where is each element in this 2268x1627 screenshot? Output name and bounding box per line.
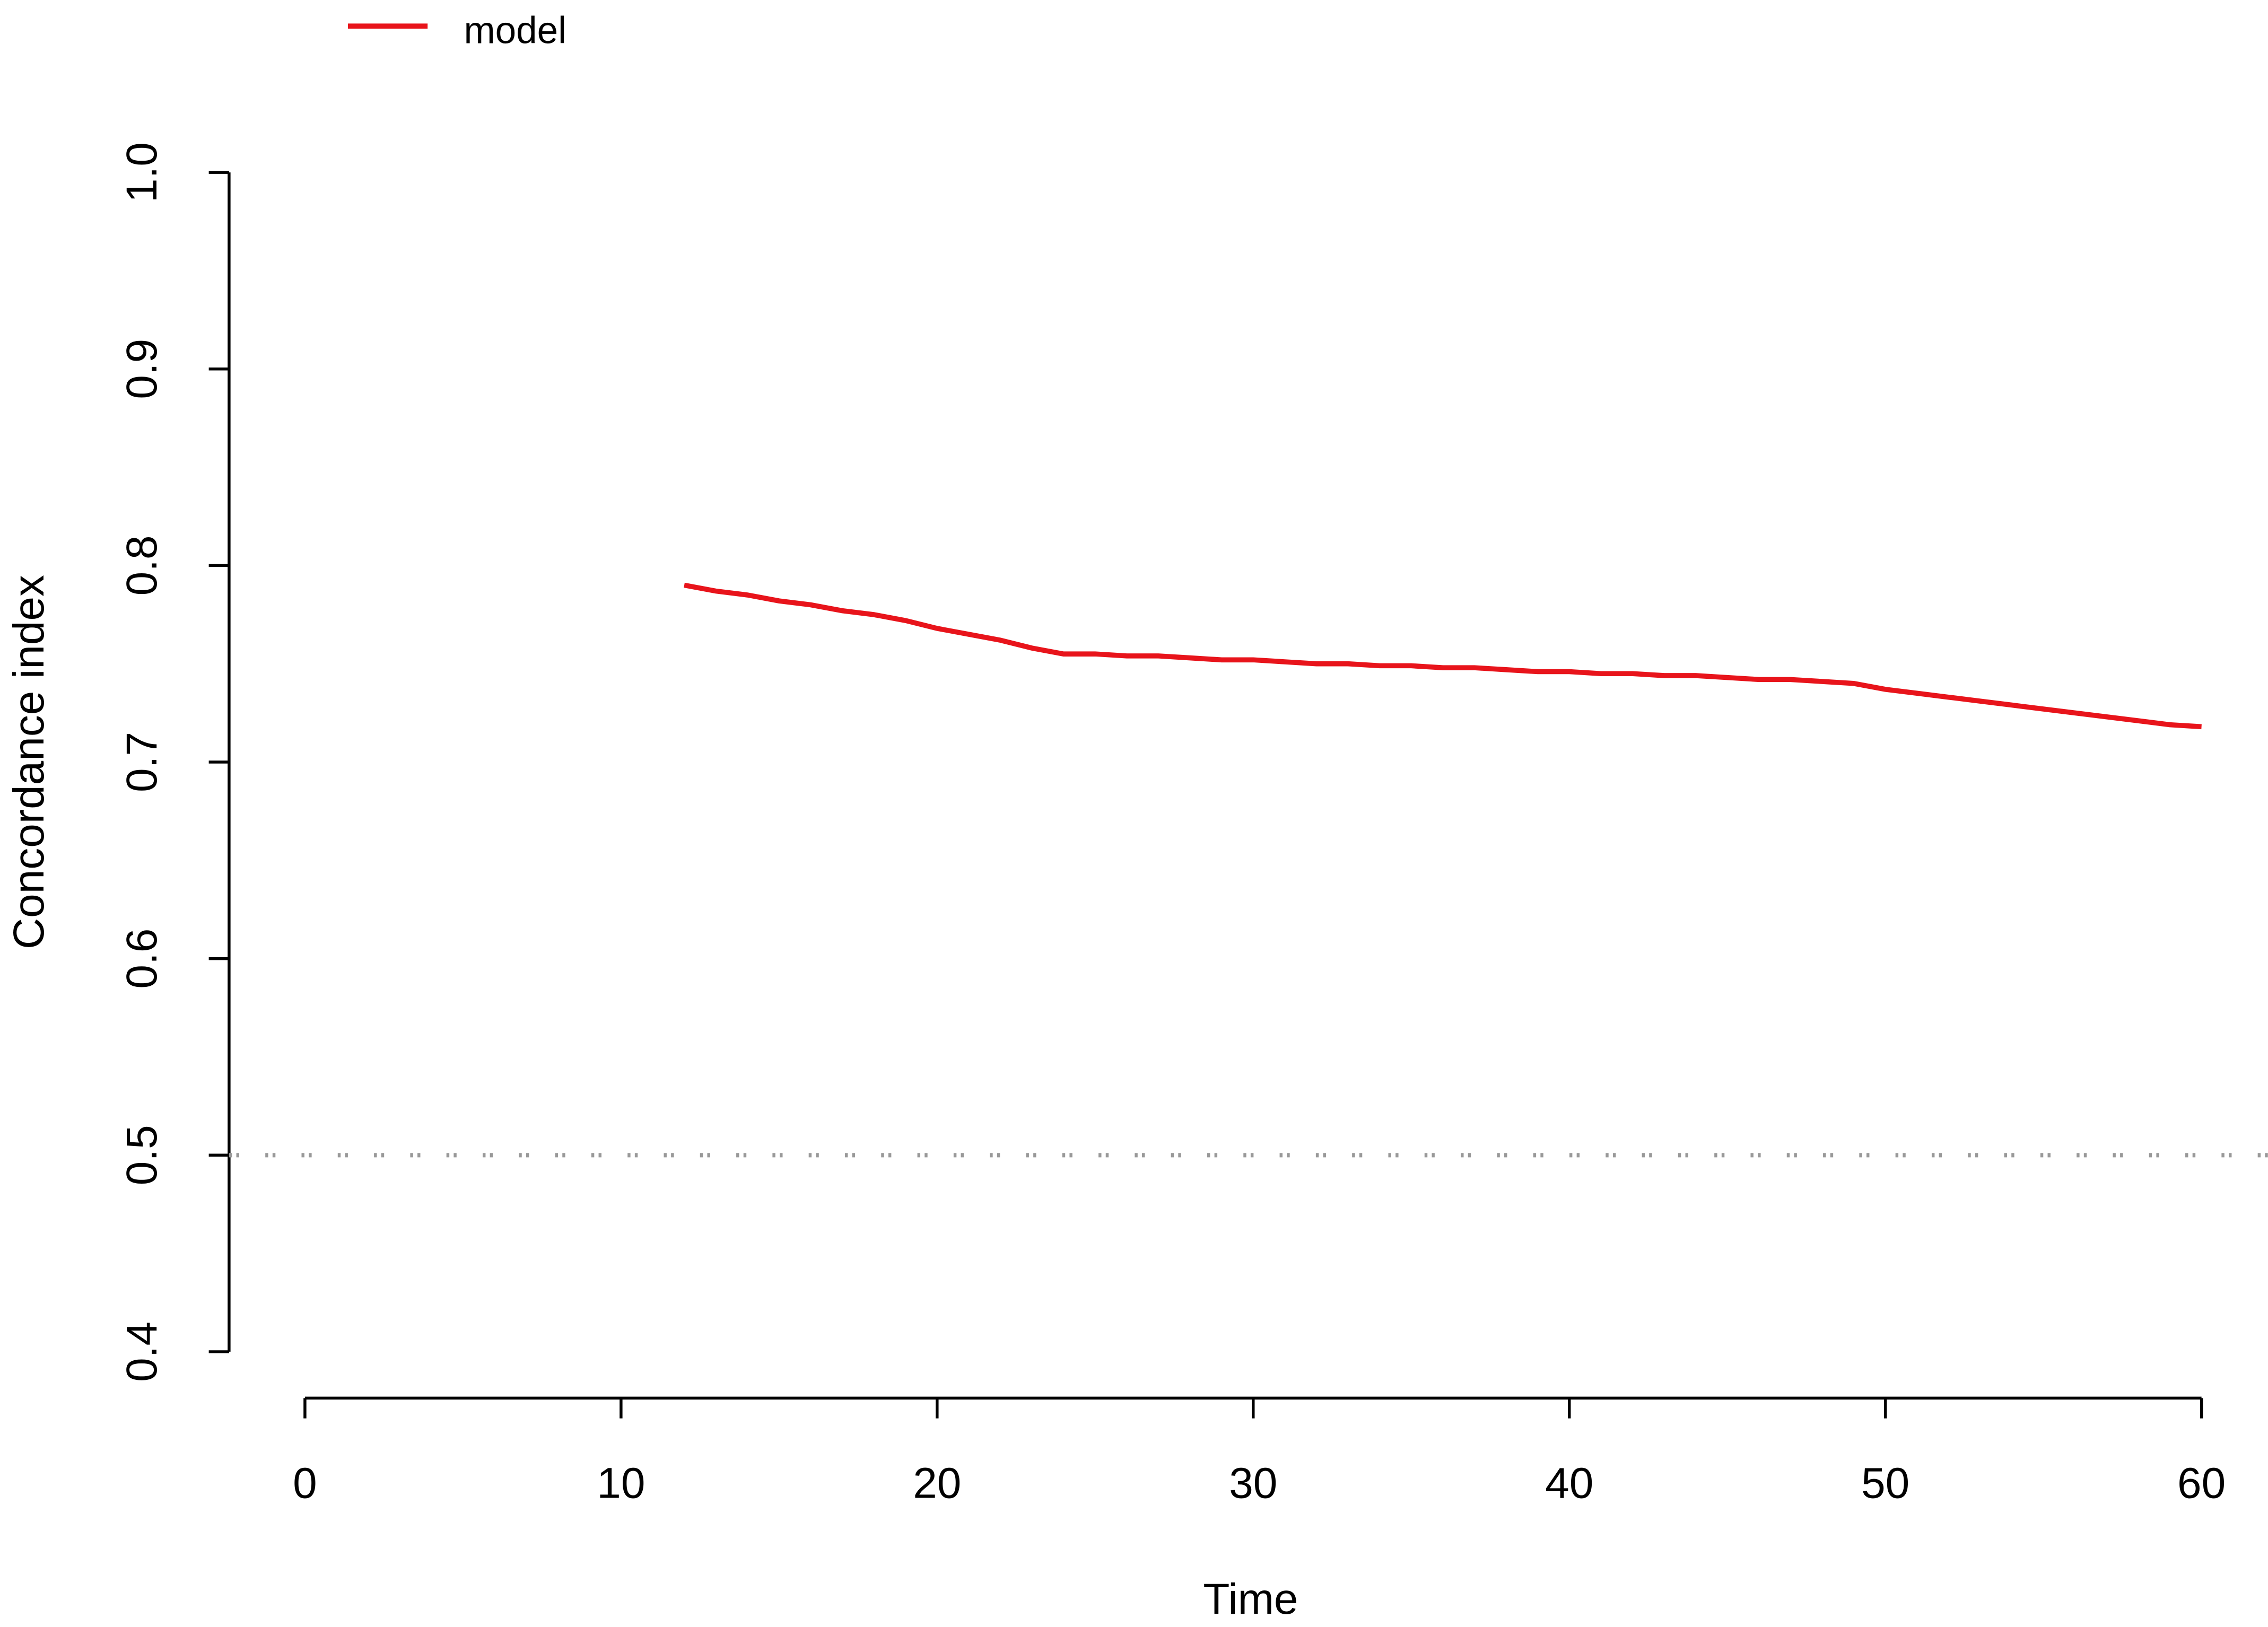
x-tick-label: 0	[293, 1459, 317, 1508]
x-tick-label: 10	[597, 1459, 645, 1508]
y-tick-label: 0.6	[118, 929, 166, 989]
x-tick-label: 40	[1545, 1459, 1593, 1508]
y-axis-label: Concordance index	[5, 575, 53, 949]
y-tick-label: 0.7	[118, 732, 166, 792]
x-tick-label: 30	[1229, 1459, 1277, 1508]
y-tick-label: 0.5	[118, 1125, 166, 1185]
x-axis-label: Time	[1203, 1575, 1298, 1623]
x-tick-label: 20	[913, 1459, 961, 1508]
legend-label: model	[464, 10, 566, 52]
y-tick-label: 1.0	[118, 142, 166, 203]
series-line	[684, 582, 2202, 730]
x-tick-label: 50	[1861, 1459, 1909, 1508]
y-tick-label: 0.9	[118, 339, 166, 399]
y-tick-label: 0.8	[118, 535, 166, 596]
x-tick-label: 60	[2177, 1459, 2226, 1508]
y-tick-label: 0.4	[118, 1322, 166, 1382]
